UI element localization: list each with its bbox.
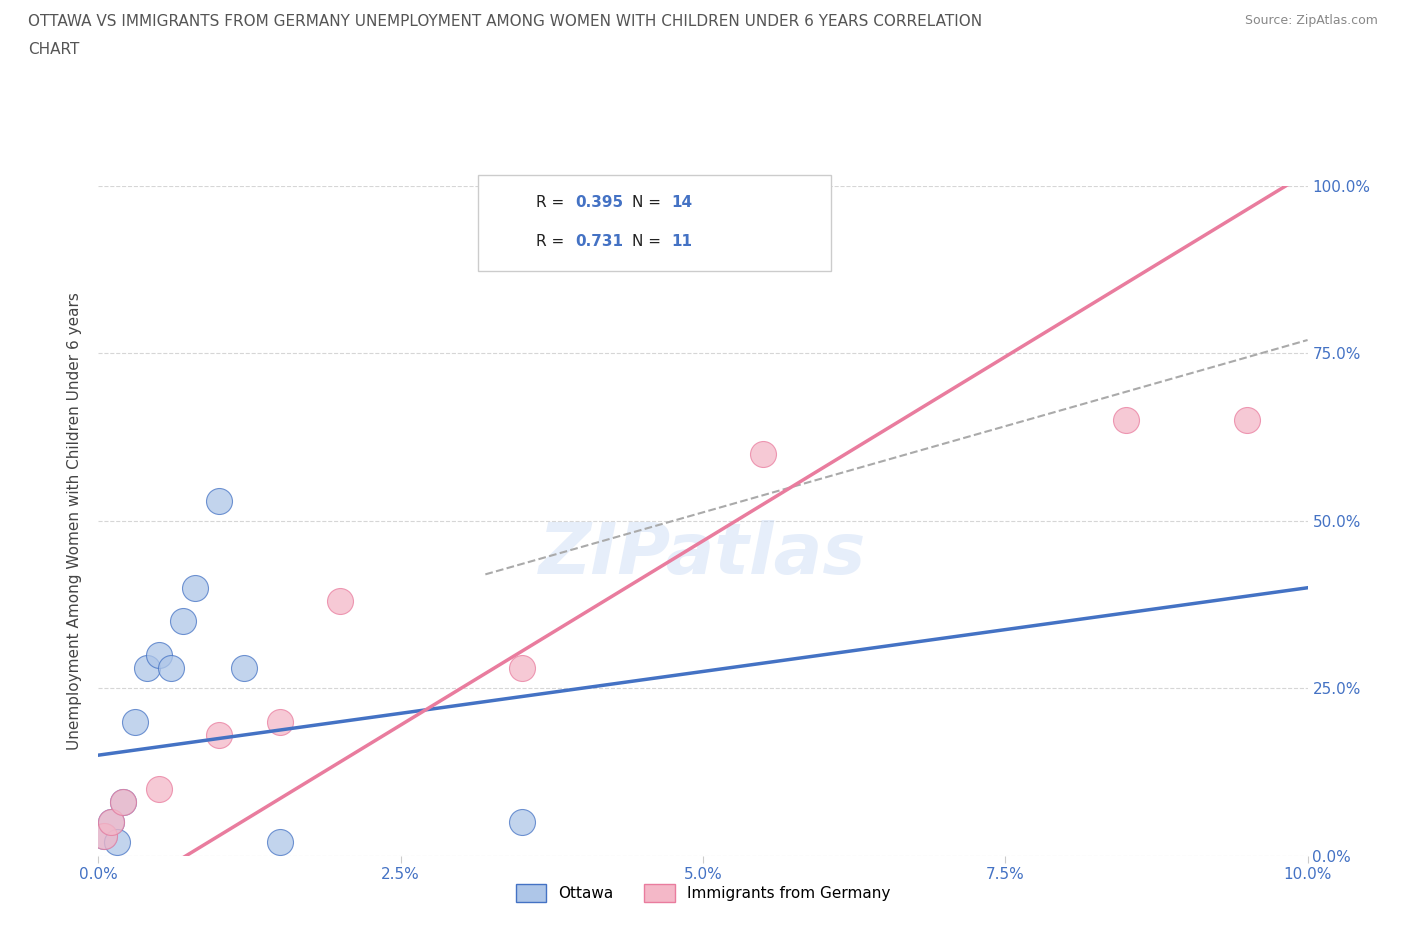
Point: [105, 835, 128, 850]
Legend: Ottawa, Immigrants from Germany: Ottawa, Immigrants from Germany: [509, 878, 897, 909]
Point: [269, 714, 291, 729]
Text: 14: 14: [671, 195, 692, 210]
Point: [124, 714, 146, 729]
Point: [752, 446, 775, 461]
Point: [172, 614, 194, 629]
Point: [329, 593, 352, 608]
Point: [100, 815, 122, 830]
Text: CHART: CHART: [28, 42, 80, 57]
Text: 11: 11: [671, 234, 692, 249]
Point: [510, 815, 533, 830]
Text: Source: ZipAtlas.com: Source: ZipAtlas.com: [1244, 14, 1378, 27]
Point: [510, 660, 533, 675]
Point: [269, 835, 291, 850]
Point: [111, 794, 134, 809]
Text: N =: N =: [631, 234, 665, 249]
Point: [208, 727, 231, 742]
Text: ZIPatlas: ZIPatlas: [540, 520, 866, 589]
Text: 0.395: 0.395: [575, 195, 623, 210]
Point: [93, 828, 115, 843]
Point: [148, 647, 170, 662]
Text: OTTAWA VS IMMIGRANTS FROM GERMANY UNEMPLOYMENT AMONG WOMEN WITH CHILDREN UNDER 6: OTTAWA VS IMMIGRANTS FROM GERMANY UNEMPL…: [28, 14, 983, 29]
Point: [184, 580, 207, 595]
Point: [160, 660, 183, 675]
Text: N =: N =: [631, 195, 665, 210]
Point: [148, 781, 170, 796]
Point: [111, 794, 134, 809]
Point: [100, 815, 122, 830]
Y-axis label: Unemployment Among Women with Children Under 6 years: Unemployment Among Women with Children U…: [67, 292, 83, 750]
Point: [208, 493, 231, 508]
Point: [1115, 413, 1137, 428]
Point: [93, 828, 115, 843]
Point: [135, 660, 157, 675]
Text: 0.731: 0.731: [575, 234, 623, 249]
Text: R =: R =: [536, 195, 569, 210]
Point: [1236, 413, 1258, 428]
Point: [232, 660, 254, 675]
Text: R =: R =: [536, 234, 569, 249]
